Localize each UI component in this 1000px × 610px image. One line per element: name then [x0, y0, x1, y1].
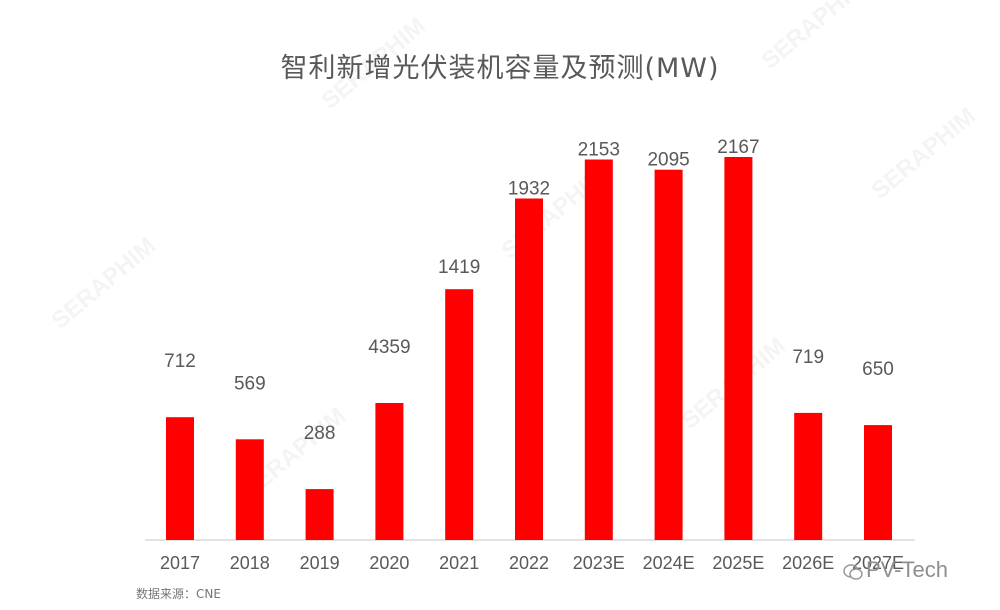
bar-2024E	[654, 169, 683, 540]
bar-2022	[515, 198, 543, 540]
x-tick-label-2021: 2021	[439, 553, 479, 573]
data-label-2018: 569	[234, 373, 266, 394]
brand-watermark: SERAPHIM	[47, 232, 161, 334]
x-tick-label-2026E: 2026E	[782, 553, 834, 573]
x-tick-label-2019: 2019	[300, 553, 340, 573]
x-tick-label-2025E: 2025E	[712, 553, 764, 573]
brand-watermark: SERAPHIM	[867, 102, 981, 204]
bar-2027E	[864, 425, 892, 540]
wechat-icon	[843, 564, 863, 580]
bar-2025E	[724, 157, 753, 540]
x-tick-label-2023E: 2023E	[573, 553, 625, 573]
data-label-2021: 1419	[438, 257, 480, 278]
data-label-2019: 288	[304, 423, 336, 444]
data-label-2017: 712	[164, 351, 196, 372]
bar-2018	[235, 439, 264, 540]
channel-watermark: PV-Tech	[866, 557, 948, 582]
x-tick-label-2020: 2020	[369, 553, 409, 573]
chart-title: 智利新增光伏装机容量及预测(MW)	[280, 53, 720, 84]
source-note: 数据来源：CNE	[136, 587, 221, 601]
bar-2020	[375, 403, 404, 540]
brand-watermark: SERAPHIM	[317, 12, 431, 114]
bar-2026E	[794, 412, 823, 540]
x-tick-label-2017: 2017	[160, 553, 200, 573]
x-tick-label-2018: 2018	[230, 553, 270, 573]
data-label-2024E: 2095	[647, 150, 689, 171]
bar-2019	[305, 489, 334, 540]
data-label-2025E: 2167	[717, 137, 759, 158]
bar-2017	[166, 417, 194, 540]
data-label-2020: 4359	[368, 337, 410, 358]
data-label-2026E: 719	[792, 347, 824, 368]
x-tick-label-2022: 2022	[509, 553, 549, 573]
data-label-2027E: 650	[862, 359, 894, 380]
brand-watermark: SERAPHIM	[757, 0, 871, 75]
data-label-2023E: 2153	[578, 140, 620, 161]
x-tick-label-2024E: 2024E	[643, 553, 695, 573]
x-tick-label-2027E: 2027E	[852, 553, 904, 573]
data-label-2022: 1932	[508, 179, 550, 200]
bar-2021	[445, 289, 474, 540]
bar-2023E	[584, 159, 613, 540]
